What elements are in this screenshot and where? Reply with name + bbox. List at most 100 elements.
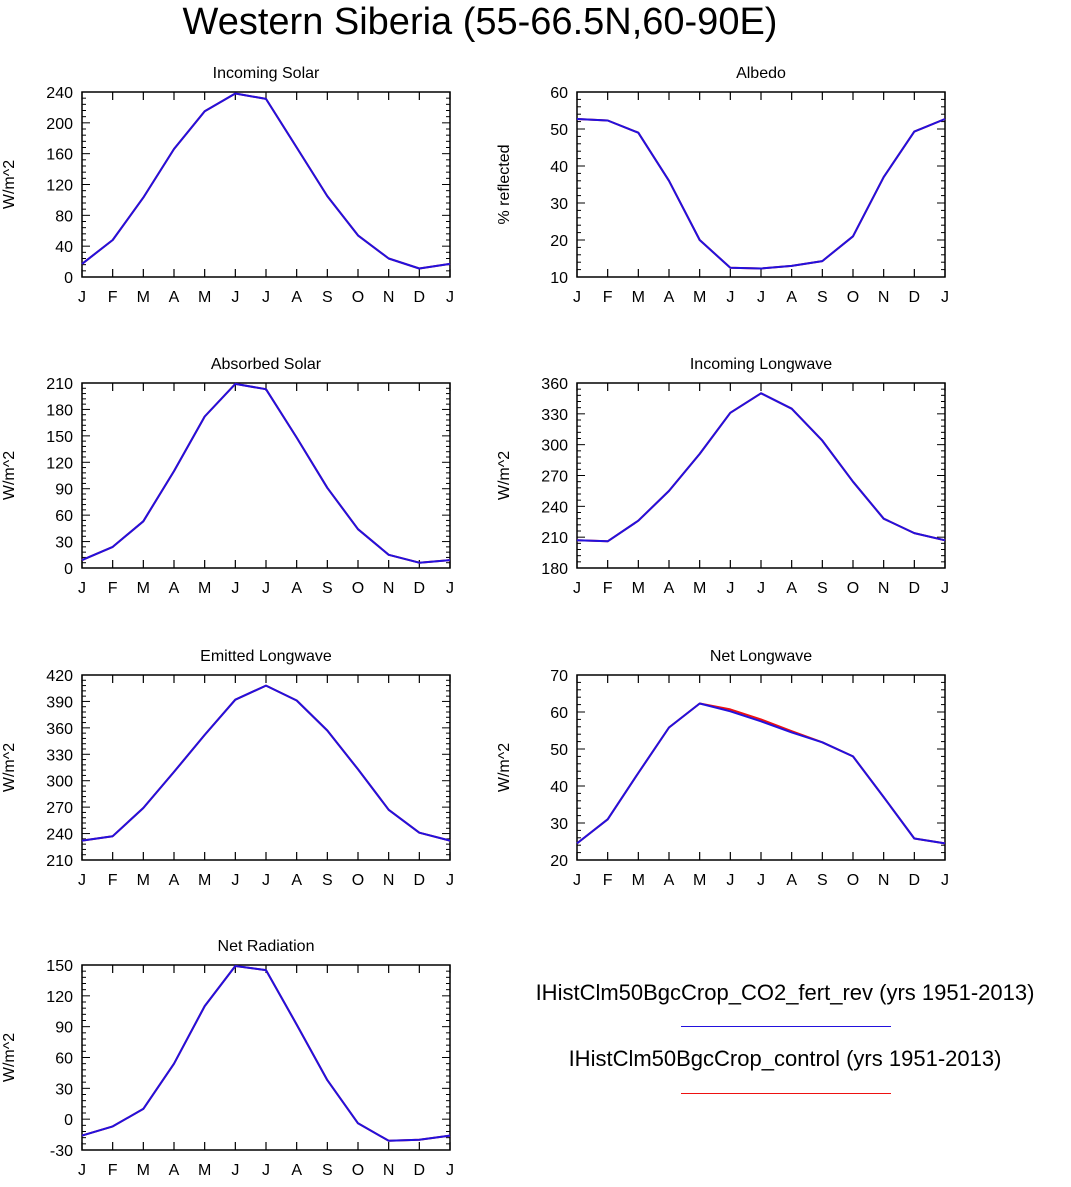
y-tick-label: 10 <box>550 270 568 287</box>
y-tick-label: 50 <box>550 122 568 139</box>
y-tick-label: 210 <box>46 853 73 870</box>
x-tick-label: O <box>352 289 364 306</box>
x-tick-label: N <box>383 872 395 889</box>
x-tick-label: O <box>352 1162 364 1179</box>
y-tick-label: 30 <box>55 1081 73 1098</box>
x-tick-label: S <box>322 1162 333 1179</box>
x-tick-label: A <box>664 289 675 306</box>
x-tick-label: J <box>446 1162 454 1179</box>
y-tick-label: 20 <box>550 853 568 870</box>
x-tick-label: D <box>414 1162 426 1179</box>
x-tick-label: D <box>414 289 426 306</box>
panel-title: Net Radiation <box>218 938 315 955</box>
series-line-control <box>81 382 451 564</box>
x-tick-label: S <box>817 580 828 597</box>
y-axis-label: W/m^2 <box>1 160 18 209</box>
x-tick-label: F <box>603 872 613 889</box>
x-tick-label: J <box>757 872 765 889</box>
y-tick-label: 20 <box>550 233 568 250</box>
plot-frame <box>576 91 946 278</box>
x-tick-label: D <box>414 872 426 889</box>
series-line-control <box>576 702 946 845</box>
y-tick-label: 0 <box>64 1112 73 1129</box>
x-tick-label: M <box>693 872 706 889</box>
x-tick-label: A <box>169 872 180 889</box>
series-line-rev <box>576 702 946 845</box>
x-tick-label: J <box>757 289 765 306</box>
x-tick-label: J <box>262 580 270 597</box>
x-tick-label: J <box>573 872 581 889</box>
y-tick-label: 240 <box>541 499 568 516</box>
plot-frame <box>576 674 946 861</box>
x-tick-label: M <box>693 580 706 597</box>
x-tick-label: N <box>383 1162 395 1179</box>
x-tick-label: J <box>231 872 239 889</box>
x-tick-label: J <box>78 872 86 889</box>
x-tick-label: N <box>878 872 890 889</box>
x-tick-label: J <box>757 580 765 597</box>
y-tick-label: 200 <box>46 116 73 133</box>
y-tick-label: 300 <box>541 438 568 455</box>
y-tick-label: 210 <box>46 376 73 393</box>
x-tick-label: J <box>726 872 734 889</box>
panel-2: J F M A M J J A S O N D J0306090120150180210Absorbed… <box>1 356 454 597</box>
x-tick-label: J <box>262 289 270 306</box>
x-tick-label: J <box>231 580 239 597</box>
y-tick-label: 60 <box>55 508 73 525</box>
y-tick-label: 80 <box>55 208 73 225</box>
panel-3: J F M A M J J A S O N D J 180 210 240 270 300 330 360 Incomi… <box>496 356 949 597</box>
plot-frame <box>81 674 451 861</box>
series-line-rev <box>81 382 451 564</box>
x-tick-label: M <box>137 872 150 889</box>
y-axis-label: W/m^2 <box>1 451 18 500</box>
y-tick-label: 120 <box>46 989 73 1006</box>
x-tick-label: D <box>414 580 426 597</box>
x-tick-label: A <box>169 1162 180 1179</box>
x-tick-label: M <box>632 580 645 597</box>
x-tick-label: N <box>878 580 890 597</box>
x-tick-label: J <box>446 580 454 597</box>
x-tick-label: O <box>847 580 859 597</box>
y-axis-label: W/m^2 <box>496 743 513 792</box>
y-tick-label: 240 <box>46 827 73 844</box>
x-tick-label: A <box>169 289 180 306</box>
y-tick-label: 360 <box>541 376 568 393</box>
x-tick-label: M <box>632 289 645 306</box>
x-tick-label: F <box>108 1162 118 1179</box>
x-tick-label: D <box>909 872 921 889</box>
x-tick-label: M <box>198 1162 211 1179</box>
panel-1: J F M A M J J A S O N D J 10 20 30 40 50 60 Albedo % reflect… <box>496 65 949 306</box>
x-tick-label: O <box>352 872 364 889</box>
legend-line-rev <box>681 1026 891 1027</box>
x-tick-label: J <box>726 289 734 306</box>
x-tick-label: S <box>817 289 828 306</box>
x-tick-label: A <box>169 580 180 597</box>
x-tick-label: F <box>108 872 118 889</box>
y-tick-label: 120 <box>46 178 73 195</box>
x-tick-label: D <box>909 289 921 306</box>
x-tick-label: N <box>383 289 395 306</box>
plot-frame <box>576 382 946 569</box>
series-line-control <box>81 684 451 842</box>
x-tick-label: J <box>446 872 454 889</box>
x-tick-label: S <box>817 872 828 889</box>
y-tick-label: 160 <box>46 147 73 164</box>
x-tick-label: M <box>137 289 150 306</box>
y-tick-label: 30 <box>550 816 568 833</box>
series-line-control <box>81 965 451 1142</box>
x-tick-label: A <box>786 289 797 306</box>
x-tick-label: M <box>632 872 645 889</box>
series-line-rev <box>81 965 451 1142</box>
x-tick-label: M <box>137 580 150 597</box>
x-tick-label: O <box>847 289 859 306</box>
y-tick-label: 150 <box>46 958 73 975</box>
y-tick-label: 210 <box>541 530 568 547</box>
x-tick-label: J <box>78 289 86 306</box>
panel-5: J F M A M J J A S O N D J 20 30 40 50 60 70 Net Longwave W/m… <box>496 648 949 889</box>
x-tick-label: J <box>78 1162 86 1179</box>
x-tick-label: A <box>291 580 302 597</box>
panel-title: Incoming Longwave <box>690 356 832 373</box>
plot-frame <box>81 91 451 278</box>
